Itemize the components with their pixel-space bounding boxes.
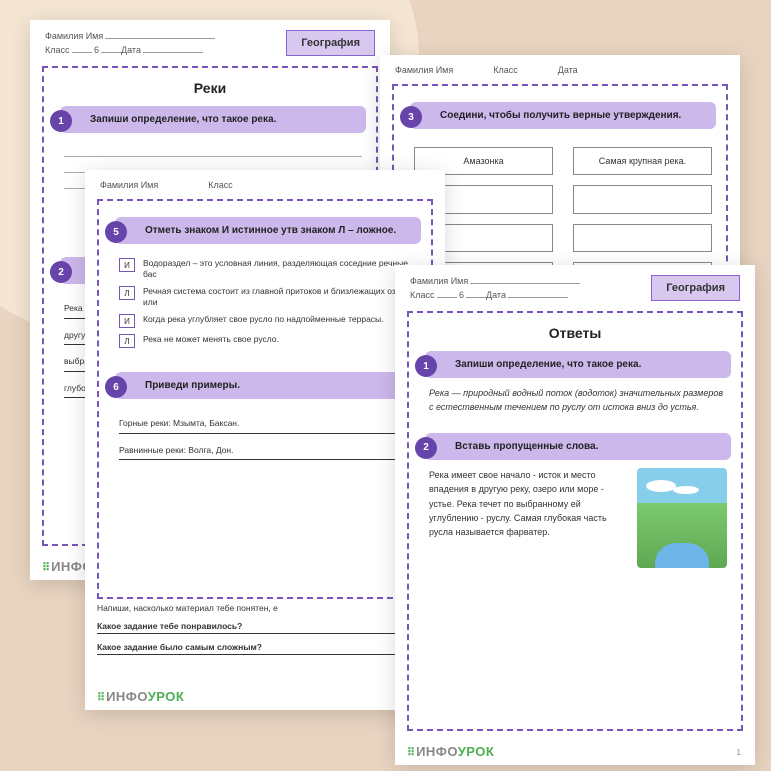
class-label: Класс — [410, 290, 435, 300]
task-6: 6 Приведи примеры. Горные реки: Мзымта, … — [109, 372, 421, 474]
task-number: 2 — [50, 261, 72, 283]
task-banner: Соедини, чтобы получить верные утвержден… — [410, 102, 716, 129]
class-label: Класс — [45, 45, 70, 55]
river-illustration — [637, 468, 727, 568]
feedback-q2: Какое задание было самым сложным? — [97, 638, 433, 655]
tf-row: Л Речная система состоит из главной прито… — [119, 286, 417, 308]
subject-badge: География — [651, 275, 740, 301]
match-row: Амазонка Самая крупная река. — [414, 147, 712, 175]
name-label: Фамилия Имя — [45, 31, 103, 41]
date-label: Дата — [558, 65, 578, 75]
task-body: И Водораздел – это условная линия, раздел… — [109, 244, 421, 358]
task-banner: Приведи примеры. — [115, 372, 421, 399]
tf-row: Л Река не может менять свое русло. — [119, 334, 417, 348]
header: Фамилия Имя Класс Дата — [380, 55, 740, 80]
worksheet-title: Ответы — [419, 325, 731, 341]
subject-badge: География — [286, 30, 375, 56]
tf-mark: И — [119, 258, 135, 272]
task-body: Горные реки: Мзымта, Баксан. Равнинные р… — [109, 399, 421, 474]
task-1-answer: 1 Запиши определение, что такое река. Ре… — [419, 351, 731, 419]
task-banner: Запиши определение, что такое река. — [425, 351, 731, 378]
worksheet-title: Реки — [54, 80, 366, 96]
header-fields: Фамилия Имя Класс 6 Дата — [45, 30, 215, 57]
task-number: 1 — [415, 355, 437, 377]
name-label: Фамилия Имя — [395, 65, 453, 75]
example-line: Горные реки: Мзымта, Баксан. — [119, 417, 417, 434]
feedback-q1: Какое задание тебе понравилось? — [97, 617, 433, 634]
tf-text: Когда река углубляет свое русло по надпо… — [143, 314, 384, 325]
content-frame: 5 Отметь знаком И истинное утв знаком Л … — [97, 199, 433, 599]
task-banner: Отметь знаком И истинное утв знаком Л – … — [115, 217, 421, 244]
class-label: Класс — [208, 180, 233, 190]
tf-text: Речная система состоит из главной приток… — [143, 286, 417, 308]
feedback-intro: Напиши, насколько материал тебе понятен,… — [97, 603, 433, 617]
date-label: Дата — [121, 45, 141, 55]
tf-mark: Л — [119, 334, 135, 348]
tf-text: Река не может менять свое русло. — [143, 334, 279, 345]
match-right: Самая крупная река. — [573, 147, 712, 175]
tf-row: И Когда река углубляет свое русло по надп… — [119, 314, 417, 328]
tf-mark: И — [119, 314, 135, 328]
content-frame: Ответы 1 Запиши определение, что такое р… — [407, 311, 743, 731]
name-label: Фамилия Имя — [100, 180, 158, 190]
tf-mark: Л — [119, 286, 135, 300]
header: Фамилия Имя Класс 6 Дата География — [395, 265, 755, 307]
grade: 6 — [459, 290, 464, 300]
answer-text: Река имеет свое начало - исток и место в… — [429, 470, 607, 538]
grade: 6 — [94, 45, 99, 55]
worksheet-4-answers: Фамилия Имя Класс 6 Дата География Ответы… — [395, 265, 755, 765]
task-number: 1 — [50, 110, 72, 132]
task-number: 2 — [415, 437, 437, 459]
feedback-section: Напиши, насколько материал тебе понятен,… — [97, 603, 433, 655]
example-line: Равнинные реки: Волга, Дон. — [119, 444, 417, 461]
header: Фамилия Имя Класс — [85, 170, 445, 195]
logo: ⠿ИНФОУРОК — [97, 689, 184, 704]
header: Фамилия Имя Класс 6 Дата География — [30, 20, 390, 62]
name-label: Фамилия Имя — [410, 276, 468, 286]
task-number: 5 — [105, 221, 127, 243]
task-number: 3 — [400, 106, 422, 128]
tf-row: И Водораздел – это условная линия, раздел… — [119, 258, 417, 280]
task-5: 5 Отметь знаком И истинное утв знаком Л … — [109, 217, 421, 358]
page-number: 1 — [737, 748, 741, 757]
task-banner: Запиши определение, что такое река. — [60, 106, 366, 133]
answer-body: Река имеет свое начало - исток и место в… — [419, 460, 731, 544]
class-label: Класс — [493, 65, 518, 75]
tf-text: Водораздел – это условная линия, разделя… — [143, 258, 417, 280]
task-2-answer: 2 Вставь пропущенные слова. Река имеет с… — [419, 433, 731, 544]
answer-text: Река — природный водный поток (водоток) … — [419, 378, 731, 419]
worksheet-2: Фамилия Имя Класс 5 Отметь знаком И исти… — [85, 170, 445, 710]
task-banner: Вставь пропущенные слова. — [425, 433, 731, 460]
header-fields: Фамилия Имя Класс 6 Дата — [410, 275, 580, 302]
date-label: Дата — [486, 290, 506, 300]
logo: ⠿ИНФОУРОК — [407, 744, 494, 759]
